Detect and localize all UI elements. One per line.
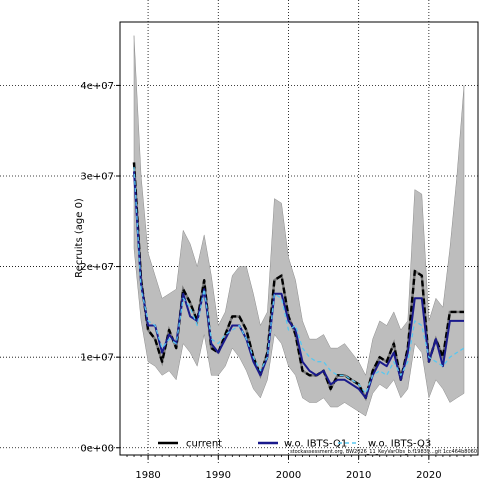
series-line-0 [132, 162, 464, 400]
y-tick-label: 4e+07 [80, 81, 114, 92]
confidence-band-layer [133, 35, 465, 417]
y-tick-label: 0e+00 [80, 443, 114, 454]
legend-label-0: current [186, 439, 222, 450]
x-tick-label: 2020 [416, 470, 441, 480]
y-tick-label: 3e+07 [80, 171, 114, 182]
legend-label-2: w.o. IBTS-Q3 [368, 439, 431, 450]
x-tick-label: 2010 [346, 470, 371, 480]
series-line-2 [133, 166, 465, 395]
y-tick-label: 1e+07 [80, 353, 114, 364]
footnote: stockassessment.org, BW2026_11_KeyVarObs… [290, 449, 477, 455]
confidence-band [133, 35, 465, 417]
x-tick-label: 1990 [206, 470, 231, 480]
series-line-1 [133, 171, 464, 399]
x-tick-label: 1980 [135, 470, 160, 480]
series-layer [132, 162, 465, 402]
grid-lines [0, 0, 480, 465]
x-axis: 1980 1990 2000 2010 2020 [126, 455, 472, 480]
x-tick-label: 2000 [276, 470, 301, 480]
y-tick-label: 2e+07 [80, 262, 114, 273]
y-axis-label: Recruits (age 0) [74, 198, 85, 278]
legend-label-1: w.o. IBTS-Q1 [284, 439, 347, 450]
legend: current w.o. IBTS-Q1 w.o. IBTS-Q3 [158, 439, 431, 450]
y-axis: 0e+00 1e+07 2e+07 3e+07 4e+07 [80, 81, 120, 454]
plot-frame [119, 21, 479, 456]
